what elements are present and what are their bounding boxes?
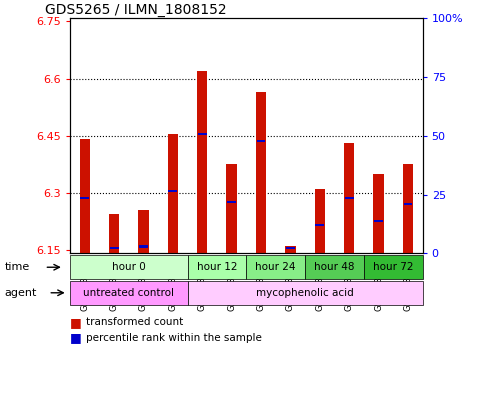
Bar [373,174,384,253]
Text: time: time [5,262,30,272]
Bar [198,132,207,135]
Bar [403,203,412,205]
Bar [285,246,296,253]
Bar [286,247,295,249]
Text: GDS5265 / ILMN_1808152: GDS5265 / ILMN_1808152 [45,3,227,17]
Text: untreated control: untreated control [83,288,174,298]
Bar [80,197,89,200]
Bar [227,201,236,203]
Text: mycophenolic acid: mycophenolic acid [256,288,354,298]
Bar [227,164,237,253]
Bar [315,224,324,226]
Bar [256,140,266,142]
Text: hour 12: hour 12 [197,262,237,272]
Bar [110,247,118,249]
Text: agent: agent [5,288,37,298]
Text: hour 72: hour 72 [373,262,413,272]
Bar [344,143,355,253]
Bar [374,220,383,222]
Bar [80,140,90,253]
Bar [168,134,178,253]
Text: hour 24: hour 24 [256,262,296,272]
Text: percentile rank within the sample: percentile rank within the sample [86,333,262,343]
Bar [256,92,266,253]
Text: hour 0: hour 0 [112,262,146,272]
Bar [403,164,413,253]
Bar [169,189,177,192]
Text: ■: ■ [70,331,82,345]
Bar [197,71,207,253]
Bar [109,213,119,253]
Bar [314,189,325,253]
Bar [139,246,148,248]
Text: transformed count: transformed count [86,317,183,327]
Bar [138,210,149,253]
Bar [345,197,354,200]
Text: hour 48: hour 48 [314,262,355,272]
Text: ■: ■ [70,316,82,329]
